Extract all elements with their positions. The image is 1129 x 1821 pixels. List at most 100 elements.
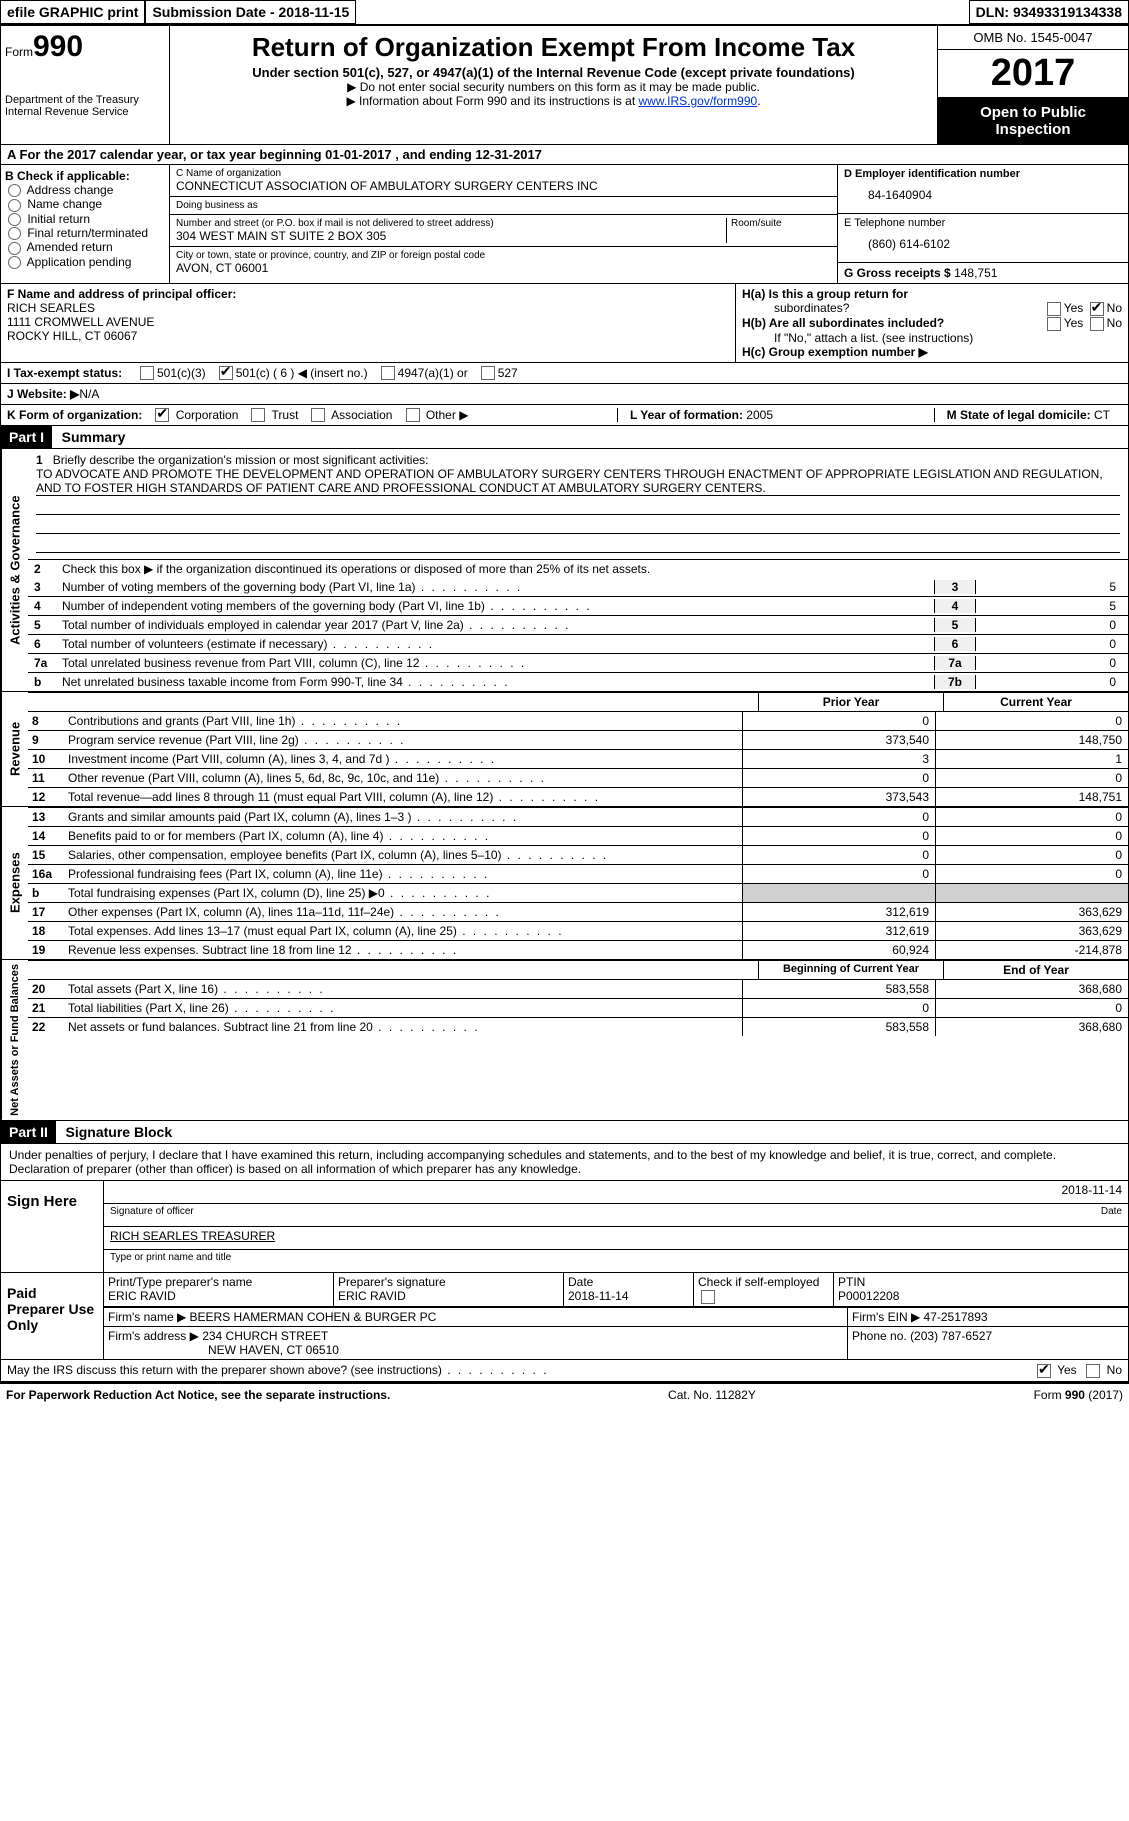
form-header: Form990 Department of the Treasury Inter… — [0, 25, 1129, 145]
paid-preparer-row: Paid Preparer Use Only Print/Type prepar… — [1, 1272, 1128, 1359]
part-2-badge: Part II — [1, 1121, 56, 1143]
col-d-numbers: D Employer identification number 84-1640… — [838, 165, 1128, 283]
part-1-net-assets: Net Assets or Fund Balances Beginning of… — [0, 960, 1129, 1121]
perjury-declaration: Under penalties of perjury, I declare th… — [1, 1144, 1128, 1180]
firm-name: BEERS HAMERMAN COHEN & BURGER PC — [190, 1310, 437, 1324]
row-k-form-org: K Form of organization: Corporation Trus… — [0, 405, 1129, 427]
col-b-label: B Check if applicable: — [5, 169, 165, 183]
check-final-return: Final return/terminated — [5, 226, 165, 240]
preparer-name: ERIC RAVID — [108, 1289, 329, 1303]
footer-center: Cat. No. 11282Y — [668, 1388, 756, 1402]
col-beginning: Beginning of Current Year — [758, 961, 943, 979]
discuss-row: May the IRS discuss this return with the… — [1, 1359, 1128, 1381]
financial-line: 9Program service revenue (Part VIII, lin… — [28, 730, 1128, 749]
gov-line: bNet unrelated business taxable income f… — [28, 672, 1128, 691]
form-word: Form — [5, 45, 33, 59]
part-1-governance: Activities & Governance 1 Briefly descri… — [0, 449, 1129, 692]
financial-line: 21Total liabilities (Part X, line 26)00 — [28, 998, 1128, 1017]
financial-line: 14Benefits paid to or for members (Part … — [28, 826, 1128, 845]
header-center: Return of Organization Exempt From Incom… — [170, 26, 937, 144]
officer-printed-name: RICH SEARLES TREASURER — [110, 1229, 275, 1247]
col-prior-year: Prior Year — [758, 693, 943, 711]
col-c-org-info: C Name of organization CONNECTICUT ASSOC… — [170, 165, 838, 283]
check-address-change: Address change — [5, 183, 165, 197]
form-note-1: ▶ Do not enter social security numbers o… — [178, 80, 929, 94]
submission-date: Submission Date - 2018-11-15 — [145, 0, 356, 24]
dln: DLN: 93493319134338 — [969, 0, 1129, 24]
financial-line: 10Investment income (Part VIII, column (… — [28, 749, 1128, 768]
ein-value: 84-1640904 — [844, 180, 1122, 210]
part-1-title: Summary — [56, 429, 126, 445]
signature-block: Under penalties of perjury, I declare th… — [0, 1144, 1129, 1382]
self-employed-check: Check if self-employed — [698, 1275, 829, 1304]
open-to-public: Open to Public Inspection — [938, 98, 1128, 144]
check-name-change: Name change — [5, 197, 165, 211]
gross-receipts-cell: G Gross receipts $ 148,751 — [838, 263, 1128, 283]
part-1-revenue: Revenue Prior Year Current Year 8Contrib… — [0, 692, 1129, 807]
gov-line: 6Total number of volunteers (estimate if… — [28, 634, 1128, 653]
org-name: CONNECTICUT ASSOCIATION OF AMBULATORY SU… — [176, 179, 831, 193]
org-street: 304 WEST MAIN ST SUITE 2 BOX 305 — [176, 229, 726, 243]
tax-year: 2017 — [938, 50, 1128, 98]
net-col-header: Beginning of Current Year End of Year — [28, 960, 1128, 979]
col-b-checkboxes: B Check if applicable: Address change Na… — [1, 165, 170, 283]
financial-line: 8Contributions and grants (Part VIII, li… — [28, 711, 1128, 730]
part-1-header-row: Part I Summary — [0, 426, 1129, 449]
check-application-pending: Application pending — [5, 255, 165, 269]
room-suite-label: Room/suite — [726, 218, 831, 243]
firm-ein: 47-2517893 — [924, 1310, 988, 1324]
part-1-badge: Part I — [1, 426, 52, 448]
sig-date: 2018-11-14 — [1062, 1183, 1123, 1201]
paid-preparer-label: Paid Preparer Use Only — [1, 1273, 104, 1359]
financial-line: 12Total revenue—add lines 8 through 11 (… — [28, 787, 1128, 806]
preparer-signature: ERIC RAVID — [338, 1289, 559, 1303]
part-2-title: Signature Block — [60, 1124, 173, 1140]
city-cell: City or town, state or province, country… — [170, 247, 837, 278]
row-f-officer-group: F Name and address of principal officer:… — [0, 284, 1129, 363]
hb-row: H(b) Are all subordinates included? Yes … — [742, 316, 1122, 331]
irs-link[interactable]: www.IRS.gov/form990 — [638, 94, 757, 108]
form-note-2: ▶ Information about Form 990 and its ins… — [178, 94, 929, 108]
form-number: 990 — [33, 30, 83, 63]
financial-line: 13Grants and similar amounts paid (Part … — [28, 807, 1128, 826]
gross-receipts: 148,751 — [954, 266, 997, 280]
financial-line: bTotal fundraising expenses (Part IX, co… — [28, 883, 1128, 902]
principal-officer: F Name and address of principal officer:… — [1, 284, 736, 362]
header-right: OMB No. 1545-0047 2017 Open to Public In… — [937, 26, 1128, 144]
line-2: 2 Check this box ▶ if the organization d… — [28, 559, 1128, 578]
gov-line: 5Total number of individuals employed in… — [28, 615, 1128, 634]
street-cell: Number and street (or P.O. box if mail i… — [170, 215, 837, 247]
financial-line: 20Total assets (Part X, line 16)583,5583… — [28, 979, 1128, 998]
gov-line: 3Number of voting members of the governi… — [28, 578, 1128, 596]
efile-label: efile GRAPHIC print — [0, 0, 145, 24]
state-domicile: M State of legal domicile: CT — [934, 408, 1122, 422]
vlabel-governance: Activities & Governance — [1, 449, 28, 691]
part-1-expenses: Expenses 13Grants and similar amounts pa… — [0, 807, 1129, 960]
gov-line: 7aTotal unrelated business revenue from … — [28, 653, 1128, 672]
sign-here-label: Sign Here — [1, 1181, 104, 1272]
financial-line: 16aProfessional fundraising fees (Part I… — [28, 864, 1128, 883]
website-value: N/A — [79, 387, 99, 401]
ein-cell: D Employer identification number 84-1640… — [838, 165, 1128, 214]
col-current-year: Current Year — [943, 693, 1128, 711]
financial-line: 19Revenue less expenses. Subtract line 1… — [28, 940, 1128, 959]
financial-line: 22Net assets or fund balances. Subtract … — [28, 1017, 1128, 1036]
financial-line: 15Salaries, other compensation, employee… — [28, 845, 1128, 864]
firm-addr2: NEW HAVEN, CT 06510 — [108, 1343, 843, 1357]
top-bar: efile GRAPHIC print Submission Date - 20… — [0, 0, 1129, 25]
phone-value: (860) 614-6102 — [844, 229, 1122, 259]
form-subtitle: Under section 501(c), 527, or 4947(a)(1)… — [178, 65, 929, 80]
row-i-tax-exempt: I Tax-exempt status: 501(c)(3) 501(c) ( … — [0, 363, 1129, 384]
irs-label: Internal Revenue Service — [5, 106, 165, 118]
row-j-website: J Website: ▶ N/A — [0, 384, 1129, 405]
part-2-header-row: Part II Signature Block — [0, 1121, 1129, 1144]
hc-row: H(c) Group exemption number ▶ — [742, 345, 1122, 359]
firm-phone: (203) 787-6527 — [910, 1329, 992, 1343]
firm-addr1: 234 CHURCH STREET — [202, 1329, 328, 1343]
financial-line: 18Total expenses. Add lines 13–17 (must … — [28, 921, 1128, 940]
org-city: AVON, CT 06001 — [176, 261, 831, 275]
form-title: Return of Organization Exempt From Incom… — [178, 32, 929, 63]
mission-block: 1 Briefly describe the organization's mi… — [28, 449, 1128, 559]
footer-left: For Paperwork Reduction Act Notice, see … — [6, 1388, 390, 1402]
vlabel-net: Net Assets or Fund Balances — [1, 960, 28, 1120]
